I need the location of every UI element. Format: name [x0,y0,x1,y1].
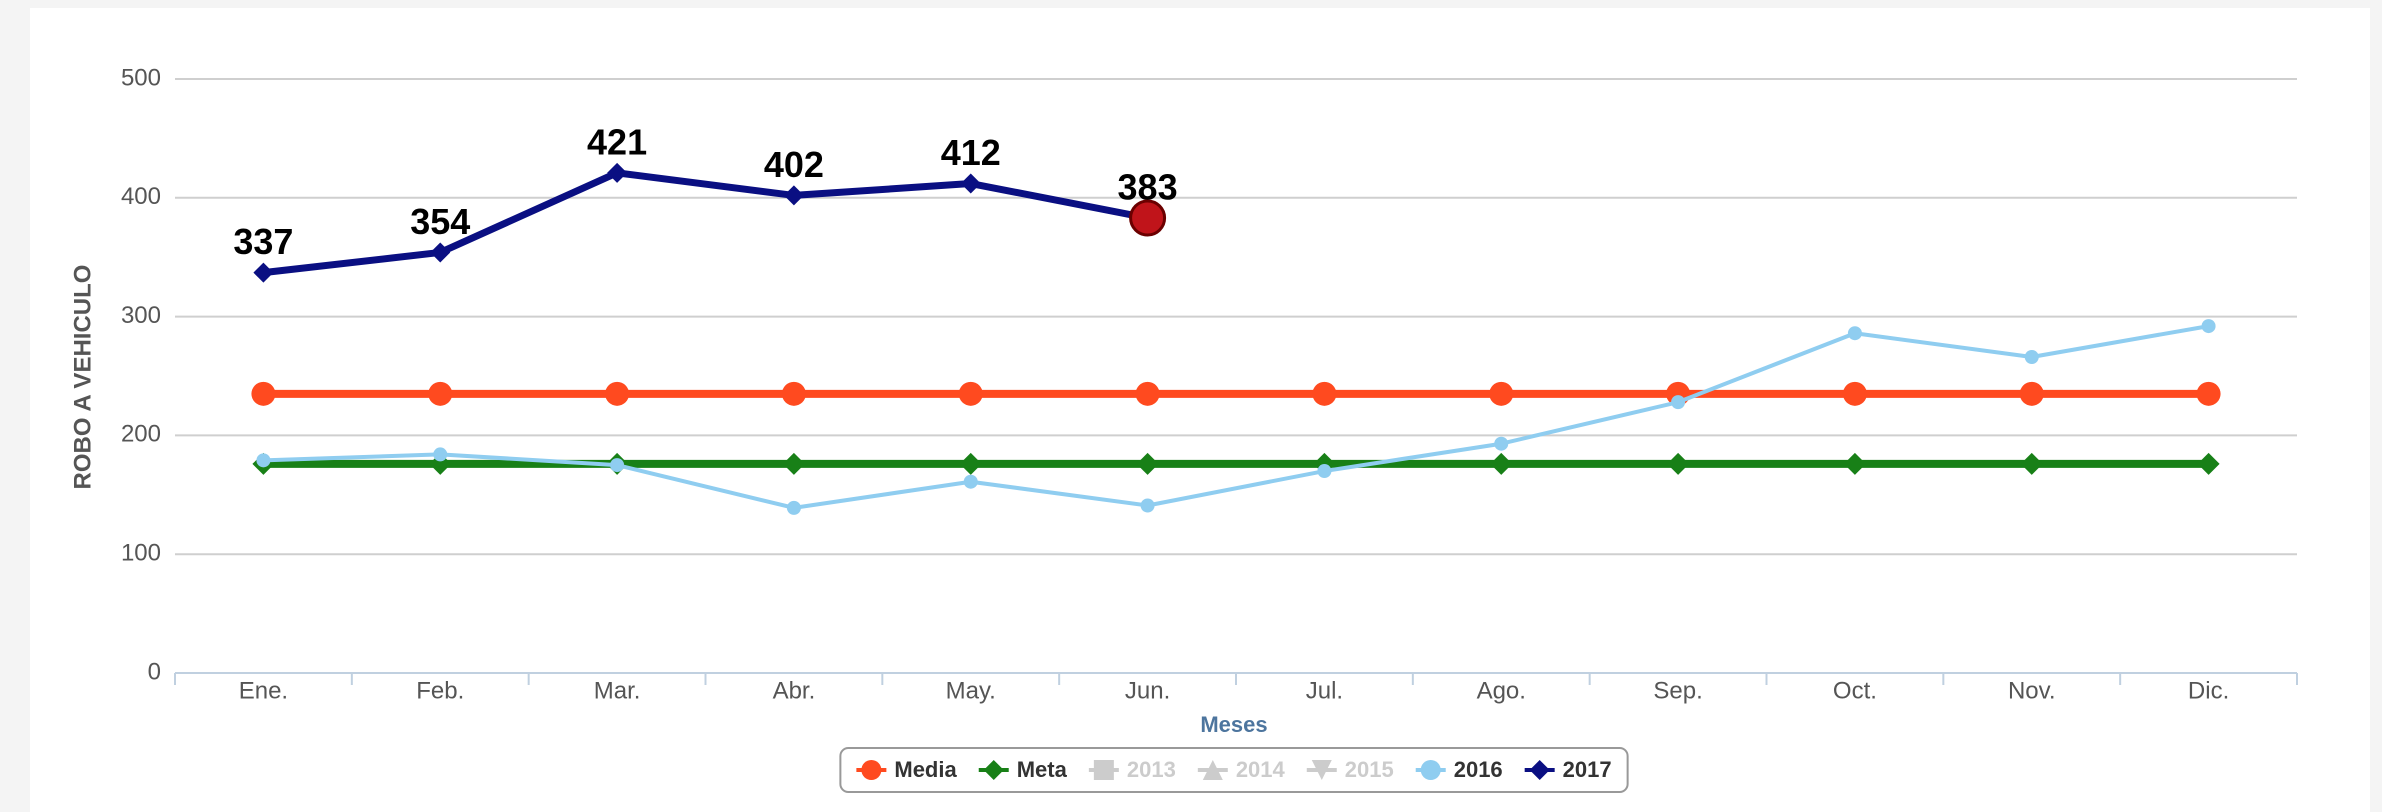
legend-label: 2013 [1127,757,1176,782]
point [786,500,801,515]
x-axis-title: Meses [1200,712,1267,737]
y-tick-label: 100 [121,540,161,567]
x-tick-label: Ene. [239,677,288,704]
point [256,453,271,468]
legend-symbol [1093,760,1114,780]
legend-symbol [983,760,1004,780]
series-line [263,169,1149,277]
legend-symbol [1420,760,1441,780]
highlight-marker [1129,199,1167,237]
x-tick-label: Nov. [2008,677,2056,704]
legend: Media Meta 2013 2014 2015 2016 2017 [839,747,1629,793]
legend-label: Media [894,757,957,782]
point [430,242,451,263]
point [605,381,630,406]
data-label: 412 [941,132,1001,173]
legend-symbol [861,760,882,780]
point [2201,319,2216,334]
x-tick-label: Dic. [2188,677,2229,704]
x-tick-label: Jun. [1125,677,1170,704]
data-label: 402 [764,144,824,185]
point [782,452,805,475]
point [958,381,983,406]
point [783,185,804,206]
point [963,474,978,489]
point [1312,381,1337,406]
point [2024,349,2039,364]
point [2019,381,2044,406]
legend-symbol [1529,760,1550,780]
point [1847,326,1862,341]
point [1843,452,1866,475]
point [433,447,448,462]
point [607,162,628,183]
series-line [263,324,2209,510]
legend-label: 2015 [1345,757,1394,782]
point [1489,381,1514,406]
legend-symbol [1311,760,1332,780]
y-axis-title: ROBO A VEHICULO [69,265,96,490]
point [1135,381,1160,406]
x-tick-label: Feb. [416,677,464,704]
point [2020,452,2043,475]
x-tick-label: May. [946,677,996,704]
point [1136,452,1159,475]
x-tick-label: Mar. [594,677,641,704]
point [1490,452,1513,475]
point [960,173,981,194]
point [1667,452,1690,475]
point [610,458,625,473]
point [2196,381,2221,406]
data-label: 421 [587,121,647,162]
point [428,381,453,406]
data-label: 354 [410,201,470,242]
y-tick-label: 300 [121,302,161,329]
x-tick-label: Sep. [1653,677,1702,704]
y-tick-label: 500 [121,64,161,91]
point [781,381,806,406]
legend-box [839,747,1629,793]
x-tick-label: Ago. [1477,677,1526,704]
point [1140,498,1155,513]
point [1842,381,1867,406]
chart-panel [30,8,2370,812]
point [2197,452,2220,475]
point [1671,395,1686,410]
x-tick-label: Oct. [1833,677,1877,704]
x-tick-label: Jul. [1306,677,1343,704]
point [959,452,982,475]
legend-label: 2016 [1454,757,1503,782]
y-tick-label: 200 [121,421,161,448]
legend-symbol [1202,760,1223,780]
y-tick-label: 400 [121,183,161,210]
legend-label: 2014 [1236,757,1286,782]
x-tick-label: Abr. [773,677,816,704]
point [1494,436,1509,451]
legend-label: Meta [1017,757,1068,782]
y-tick-label: 0 [148,658,161,685]
data-label: 337 [233,221,293,262]
point [1317,464,1332,479]
legend-label: 2017 [1563,757,1612,782]
point [251,381,276,406]
point [253,262,274,283]
data-label: 383 [1118,167,1178,208]
